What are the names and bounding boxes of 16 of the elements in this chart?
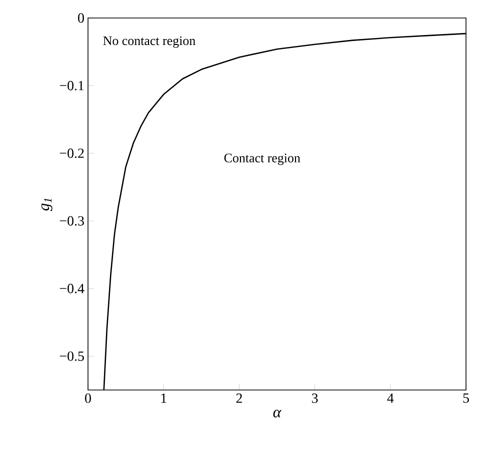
x-tick-label: 0 bbox=[85, 394, 91, 403]
x-axis-title: α bbox=[273, 410, 282, 418]
y-tick-label: −0.4 bbox=[60, 284, 84, 294]
x-tick-label: 1 bbox=[161, 394, 166, 403]
annotation: Contact region bbox=[224, 154, 300, 166]
x-tick-label: 4 bbox=[387, 394, 394, 403]
y-tick-label: −0.3 bbox=[60, 216, 84, 226]
y-tick-label: −0.2 bbox=[60, 148, 84, 158]
x-tick-label: 3 bbox=[312, 394, 318, 403]
y-tick-label: −0.1 bbox=[60, 80, 84, 90]
x-tick-label: 5 bbox=[463, 394, 469, 403]
x-tick-label: 2 bbox=[236, 394, 242, 403]
y-tick-label: 0 bbox=[78, 13, 84, 23]
y-axis-title: g$_{1}$ bbox=[41, 198, 52, 212]
y-tick-label: −0.5 bbox=[60, 351, 84, 361]
annotation: No contact region bbox=[103, 36, 196, 48]
